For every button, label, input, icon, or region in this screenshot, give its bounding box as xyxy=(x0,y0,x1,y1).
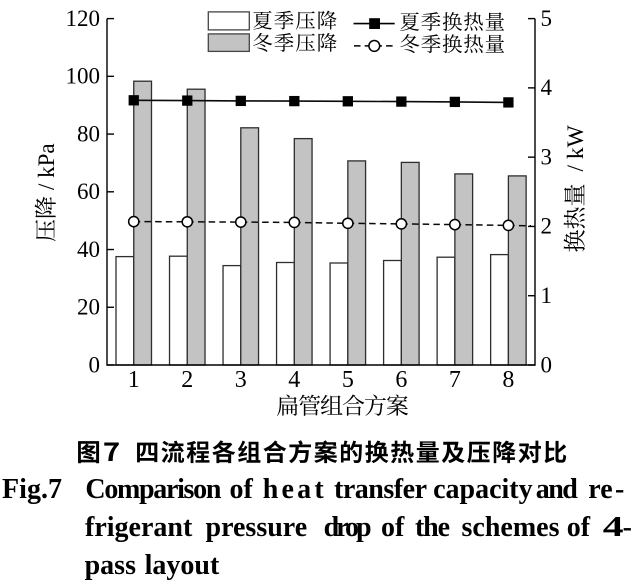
svg-text:of: of xyxy=(381,512,405,543)
svg-text:2: 2 xyxy=(181,367,193,393)
svg-text:of: of xyxy=(567,512,591,543)
svg-text:8: 8 xyxy=(502,367,514,393)
svg-text:7: 7 xyxy=(449,367,461,393)
svg-text:transfer: transfer xyxy=(334,474,427,505)
svg-text:0: 0 xyxy=(89,352,101,377)
svg-text:capacity: capacity xyxy=(433,474,533,505)
svg-text:the: the xyxy=(415,512,450,543)
svg-text:1: 1 xyxy=(128,367,140,393)
svg-text:pass: pass xyxy=(85,550,136,581)
svg-text:-: - xyxy=(623,512,632,543)
svg-text:1: 1 xyxy=(541,283,553,308)
svg-text:40: 40 xyxy=(77,237,100,262)
svg-text:4: 4 xyxy=(541,75,553,100)
svg-text:pressure: pressure xyxy=(206,512,308,543)
svg-text:Fig.7: Fig.7 xyxy=(2,474,62,505)
svg-text:6: 6 xyxy=(395,367,407,393)
svg-text:Comparison: Comparison xyxy=(85,474,221,505)
svg-text:drop: drop xyxy=(324,512,372,543)
svg-text:4: 4 xyxy=(603,512,624,543)
svg-text:2: 2 xyxy=(541,214,553,239)
svg-text:3: 3 xyxy=(235,367,247,393)
svg-text:4: 4 xyxy=(288,367,300,393)
svg-text:-: - xyxy=(615,474,624,505)
svg-text:schemes: schemes xyxy=(462,512,560,543)
svg-text:of: of xyxy=(230,474,254,505)
svg-text:0: 0 xyxy=(541,352,553,377)
svg-text:3: 3 xyxy=(541,144,553,169)
svg-text:20: 20 xyxy=(77,295,100,320)
svg-text:80: 80 xyxy=(77,121,100,146)
svg-text:60: 60 xyxy=(77,179,100,204)
svg-text:heat: heat xyxy=(263,474,325,505)
svg-text:/ kW: / kW xyxy=(563,124,589,171)
svg-text:layout: layout xyxy=(145,550,220,581)
svg-text:5: 5 xyxy=(342,367,354,393)
svg-text:and: and xyxy=(536,474,578,505)
svg-text:re: re xyxy=(588,474,612,505)
svg-text:5: 5 xyxy=(541,6,553,31)
svg-text:120: 120 xyxy=(66,6,101,31)
svg-text:100: 100 xyxy=(66,64,101,89)
svg-text:frigerant: frigerant xyxy=(85,512,193,543)
svg-text:/ kPa: / kPa xyxy=(34,143,59,190)
